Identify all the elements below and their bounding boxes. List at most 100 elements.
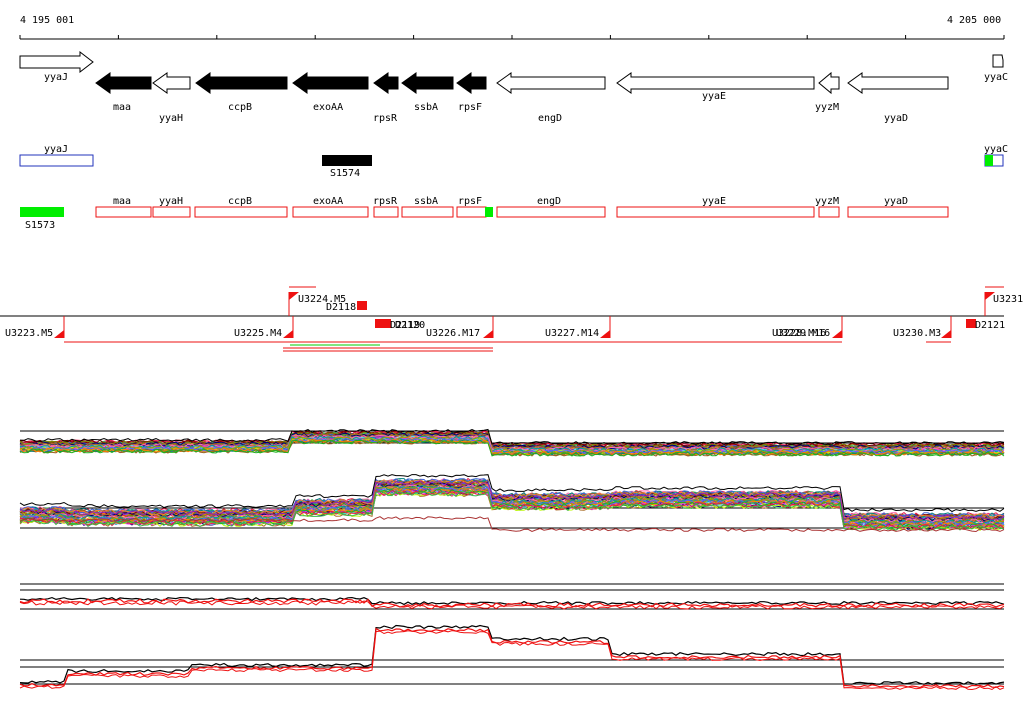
panel1-trace [19, 432, 1005, 450]
site-label-U3231: U3231 [993, 294, 1023, 305]
site-label-U3229.M16: U3229.M16 [776, 328, 830, 339]
red-feature-maa[interactable] [95, 206, 152, 218]
site-U3224.M5[interactable] [288, 286, 316, 316]
site-label-U3225.M4: U3225.M4 [234, 328, 282, 339]
gene-arrow-maa[interactable] [95, 72, 152, 94]
panel1-trace [19, 428, 1005, 445]
gene-arrow-ccpB[interactable] [195, 72, 288, 94]
gene-arrow-exoAA[interactable] [292, 72, 369, 94]
red-feature-label-rpsR: rpsR [373, 196, 398, 207]
expression-panel-2 [19, 474, 1005, 533]
red-feature-label-yyaE: yyaE [702, 196, 726, 207]
red-feature-label-maa: maa [113, 196, 131, 207]
feature-track-1: yyaJ S1574 yyaC [19, 144, 1008, 179]
gene-label-yyaJ: yyaJ [44, 72, 68, 83]
site-label-D2119: D2119 [390, 320, 420, 331]
site-label-U3223.M5: U3223.M5 [5, 328, 53, 339]
gene-label-rpsF: rpsF [458, 102, 482, 113]
gene-arrow-yyaJ[interactable] [19, 50, 94, 74]
site-label-U3230.M3: U3230.M3 [893, 328, 941, 339]
gene-arrow-yyaC[interactable] [992, 54, 1004, 68]
red-feature-label-rpsF: rpsF [458, 196, 482, 207]
blue-feature-label-yyaC: yyaC [984, 144, 1008, 155]
site-U3226.M17[interactable] [483, 316, 494, 338]
green-mark-yyaC [985, 155, 993, 166]
gene-track: yyaJ maa yyaH ccpB exoAA rpsR ssbA rpsF … [19, 50, 1008, 124]
panel4-series-lines [19, 624, 1005, 691]
coordinate-ruler: 4 195 001 4 205 000 [19, 15, 1005, 40]
gene-label-yyaE: yyaE [702, 91, 726, 102]
site-label-U3227.M14: U3227.M14 [545, 328, 599, 339]
red-feature-rpsF[interactable] [456, 206, 487, 218]
gene-label-exoAA: exoAA [313, 102, 343, 113]
panel2-trace [19, 516, 1005, 533]
red-feature-label-ssbA: ssbA [414, 196, 438, 207]
gene-label-yyaC: yyaC [984, 72, 1008, 83]
gene-arrow-yyzM[interactable] [818, 71, 840, 95]
green-feature-S1573[interactable] [20, 207, 64, 217]
black-feature-S1574[interactable] [322, 155, 372, 166]
gene-arrow-yyaE[interactable] [616, 72, 815, 94]
red-feature-label-exoAA: exoAA [313, 196, 343, 207]
panel3-trace [19, 598, 1005, 608]
site-D2118[interactable] [357, 301, 367, 310]
panel4-trace [19, 624, 1005, 686]
gene-label-maa: maa [113, 102, 131, 113]
gene-arrow-ssbA[interactable] [401, 72, 454, 94]
gene-arrow-rpsF[interactable] [456, 72, 487, 94]
red-feature-exoAA[interactable] [292, 206, 369, 218]
site-D2119[interactable] [375, 319, 391, 328]
red-feature-label-ccpB: ccpB [228, 196, 252, 207]
black-feature-label-S1574: S1574 [330, 168, 360, 179]
site-label-D2120: D2120 [395, 320, 425, 331]
panel2-trace [19, 480, 1005, 521]
gene-arrow-rpsR[interactable] [373, 72, 399, 94]
panel2-trace [19, 474, 1005, 513]
red-feature-yyaE[interactable] [616, 206, 815, 218]
gene-arrow-engD[interactable] [496, 72, 606, 94]
panel4-trace [19, 627, 1005, 689]
gene-label-ssbA: ssbA [414, 102, 438, 113]
red-feature-label-yyaH: yyaH [159, 196, 183, 207]
panel3-trace [19, 600, 1005, 610]
site-U3225.M4[interactable] [283, 316, 294, 338]
red-feature-yyaD[interactable] [847, 206, 949, 218]
red-feature-yyzM[interactable] [818, 206, 840, 218]
panel2-series-lines [19, 474, 1005, 533]
ruler-ticks [19, 35, 1005, 39]
blue-feature-label-yyaJ: yyaJ [44, 144, 68, 155]
site-U3228.M16[interactable] [832, 316, 843, 338]
gene-arrow-yyaH[interactable] [152, 72, 191, 94]
site-U3223.M5[interactable] [54, 316, 65, 338]
site-U3230.M3[interactable] [941, 316, 952, 338]
site-U3227.M14[interactable] [600, 316, 611, 338]
red-feature-rpsR[interactable] [373, 206, 399, 218]
panel2-trace [19, 478, 1005, 519]
panel2-trace [19, 479, 1005, 519]
feature-track-2: S1573 maa yyaH ccpB exoAA rpsR ssbA rpsF… [20, 196, 949, 231]
site-D2121[interactable] [966, 319, 976, 328]
panel1-trace [19, 438, 1005, 456]
gene-arrow-yyaD[interactable] [847, 72, 949, 94]
gene-label-rpsR: rpsR [373, 113, 398, 124]
gene-label-engD: engD [538, 113, 562, 124]
red-feature-engD[interactable] [496, 206, 606, 218]
red-feature-yyaH[interactable] [152, 206, 191, 218]
expression-panel-3 [19, 583, 1005, 610]
red-feature-ssbA[interactable] [401, 206, 454, 218]
green-feature-label-S1573: S1573 [25, 220, 55, 231]
site-U3231[interactable] [984, 286, 1004, 316]
regulatory-sites-track: U3224.M5 D2118 U3231 U3223.M5 U3225.M4 D… [0, 286, 1023, 352]
site-label-D2121: D2121 [975, 320, 1005, 331]
site-label-D2118: D2118 [326, 302, 356, 313]
blue-feature-yyaJ[interactable] [19, 154, 94, 167]
site-label-U3226.M17: U3226.M17 [426, 328, 480, 339]
green-mark-rpsF [485, 207, 493, 217]
ruler-start-label: 4 195 001 [20, 15, 74, 26]
gene-label-ccpB: ccpB [228, 102, 252, 113]
panel4-trace [19, 630, 1005, 691]
gene-label-yyaH: yyaH [159, 113, 183, 124]
red-feature-ccpB[interactable] [194, 206, 288, 218]
